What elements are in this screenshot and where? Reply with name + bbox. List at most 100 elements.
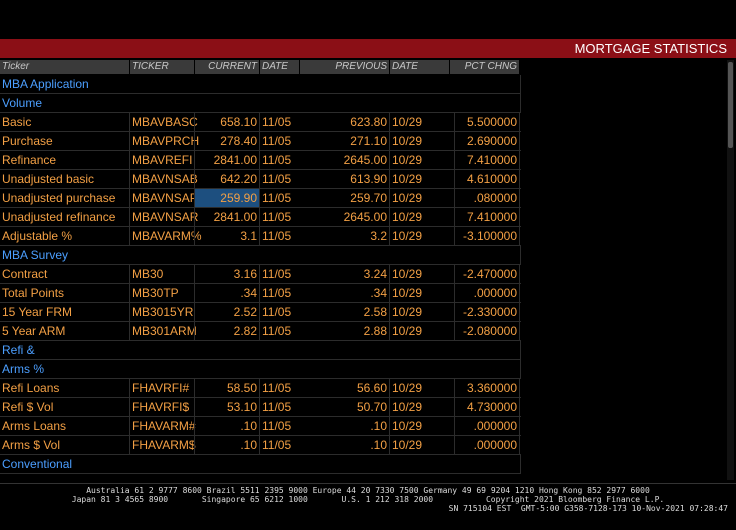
ticker-cell: MBAVNSAP [132,191,198,205]
column-divider [194,151,195,170]
name-cell: Adjustable % [2,229,73,243]
current-date-cell: 11/05 [262,324,292,338]
column-divider [389,379,390,398]
column-divider [259,151,260,170]
previous-cell: 3.2 [370,229,387,243]
column-divider [389,322,390,341]
section-label: Volume [2,96,43,110]
column-divider [519,303,520,322]
column-divider [454,132,455,151]
column-divider [519,132,520,151]
column-divider [129,227,130,246]
current-cell: 2.82 [233,324,257,338]
current-cell: 658.10 [220,115,257,129]
footer-line: SN 715104 EST GMT-5:00 G358-7128-173 10-… [448,504,728,513]
current-cell: .10 [240,419,257,433]
column-divider [519,417,520,436]
column-divider [259,436,260,455]
divider [0,483,736,484]
name-cell: Arms Loans [2,419,67,433]
column-divider [389,284,390,303]
current-date-cell: 11/05 [262,267,292,281]
pct-change-cell: 5.500000 [466,115,517,129]
current-cell: .34 [240,286,257,300]
current-cell: 642.20 [220,172,257,186]
name-cell: Unadjusted refinance [2,210,116,224]
column-divider [129,284,130,303]
column-header: DATE [260,60,299,74]
column-divider [519,436,520,455]
pct-change-cell: 3.360000 [466,381,517,395]
column-divider [454,170,455,189]
previous-cell: 2645.00 [343,210,387,224]
previous-date-cell: 10/29 [392,286,423,300]
pct-change-cell: 4.610000 [466,172,517,186]
name-cell: Refi $ Vol [2,400,54,414]
row-divider [0,435,521,436]
name-cell: Arms $ Vol [2,438,61,452]
column-header: PREVIOUS [300,60,389,74]
section-label: MBA Application [2,77,89,91]
column-divider [194,322,195,341]
ticker-cell: MBAVREFI [132,153,193,167]
previous-cell: 623.80 [350,115,387,129]
column-divider [389,132,390,151]
column-divider [519,151,520,170]
column-divider [519,284,520,303]
previous-date-cell: 10/29 [392,381,423,395]
column-divider [194,170,195,189]
row-divider [0,397,521,398]
scroll-thumb[interactable] [728,62,733,148]
row-divider [0,321,521,322]
current-date-cell: 11/05 [262,134,292,148]
previous-date-cell: 10/29 [392,305,423,319]
column-divider [520,455,521,474]
ticker-cell: MBAVPRCH [132,134,200,148]
title-bar: MORTGAGE STATISTICS [0,39,736,58]
pct-change-cell: 4.730000 [466,400,517,414]
column-divider [194,398,195,417]
column-divider [129,436,130,455]
section-label: Arms % [2,362,44,376]
column-divider [194,132,195,151]
column-divider [519,208,520,227]
column-divider [259,379,260,398]
column-divider [259,303,260,322]
previous-cell: 613.90 [350,172,387,186]
row-divider [0,226,521,227]
column-divider [194,284,195,303]
ticker-cell: FHAVRFI$ [132,400,190,414]
previous-date-cell: 10/29 [392,134,423,148]
column-divider [519,265,520,284]
ticker-cell: MB30TP [132,286,179,300]
row-divider [0,169,521,170]
column-divider [259,398,260,417]
column-divider [389,436,390,455]
current-date-cell: 11/05 [262,438,292,452]
column-divider [259,417,260,436]
row-divider [0,454,521,455]
current-cell: 2841.00 [213,210,257,224]
row-divider [0,131,521,132]
ticker-cell: MBAVARM% [132,229,202,243]
scrollbar[interactable] [727,60,734,480]
row-divider [0,302,521,303]
ticker-cell: MBAVNSAB [132,172,198,186]
previous-cell: 2.88 [363,324,387,338]
column-divider [194,303,195,322]
column-divider [454,379,455,398]
pct-change-cell: .080000 [473,191,517,205]
name-cell: Purchase [2,134,53,148]
current-date-cell: 11/05 [262,381,292,395]
column-divider [519,170,520,189]
column-divider [194,265,195,284]
column-header: Ticker [0,60,129,74]
column-divider [129,113,130,132]
column-divider [389,398,390,417]
previous-cell: 259.70 [350,191,387,205]
column-divider [520,246,521,265]
row-divider [0,150,521,151]
column-divider [454,284,455,303]
current-date-cell: 11/05 [262,400,292,414]
page-title: MORTGAGE STATISTICS [574,41,727,56]
